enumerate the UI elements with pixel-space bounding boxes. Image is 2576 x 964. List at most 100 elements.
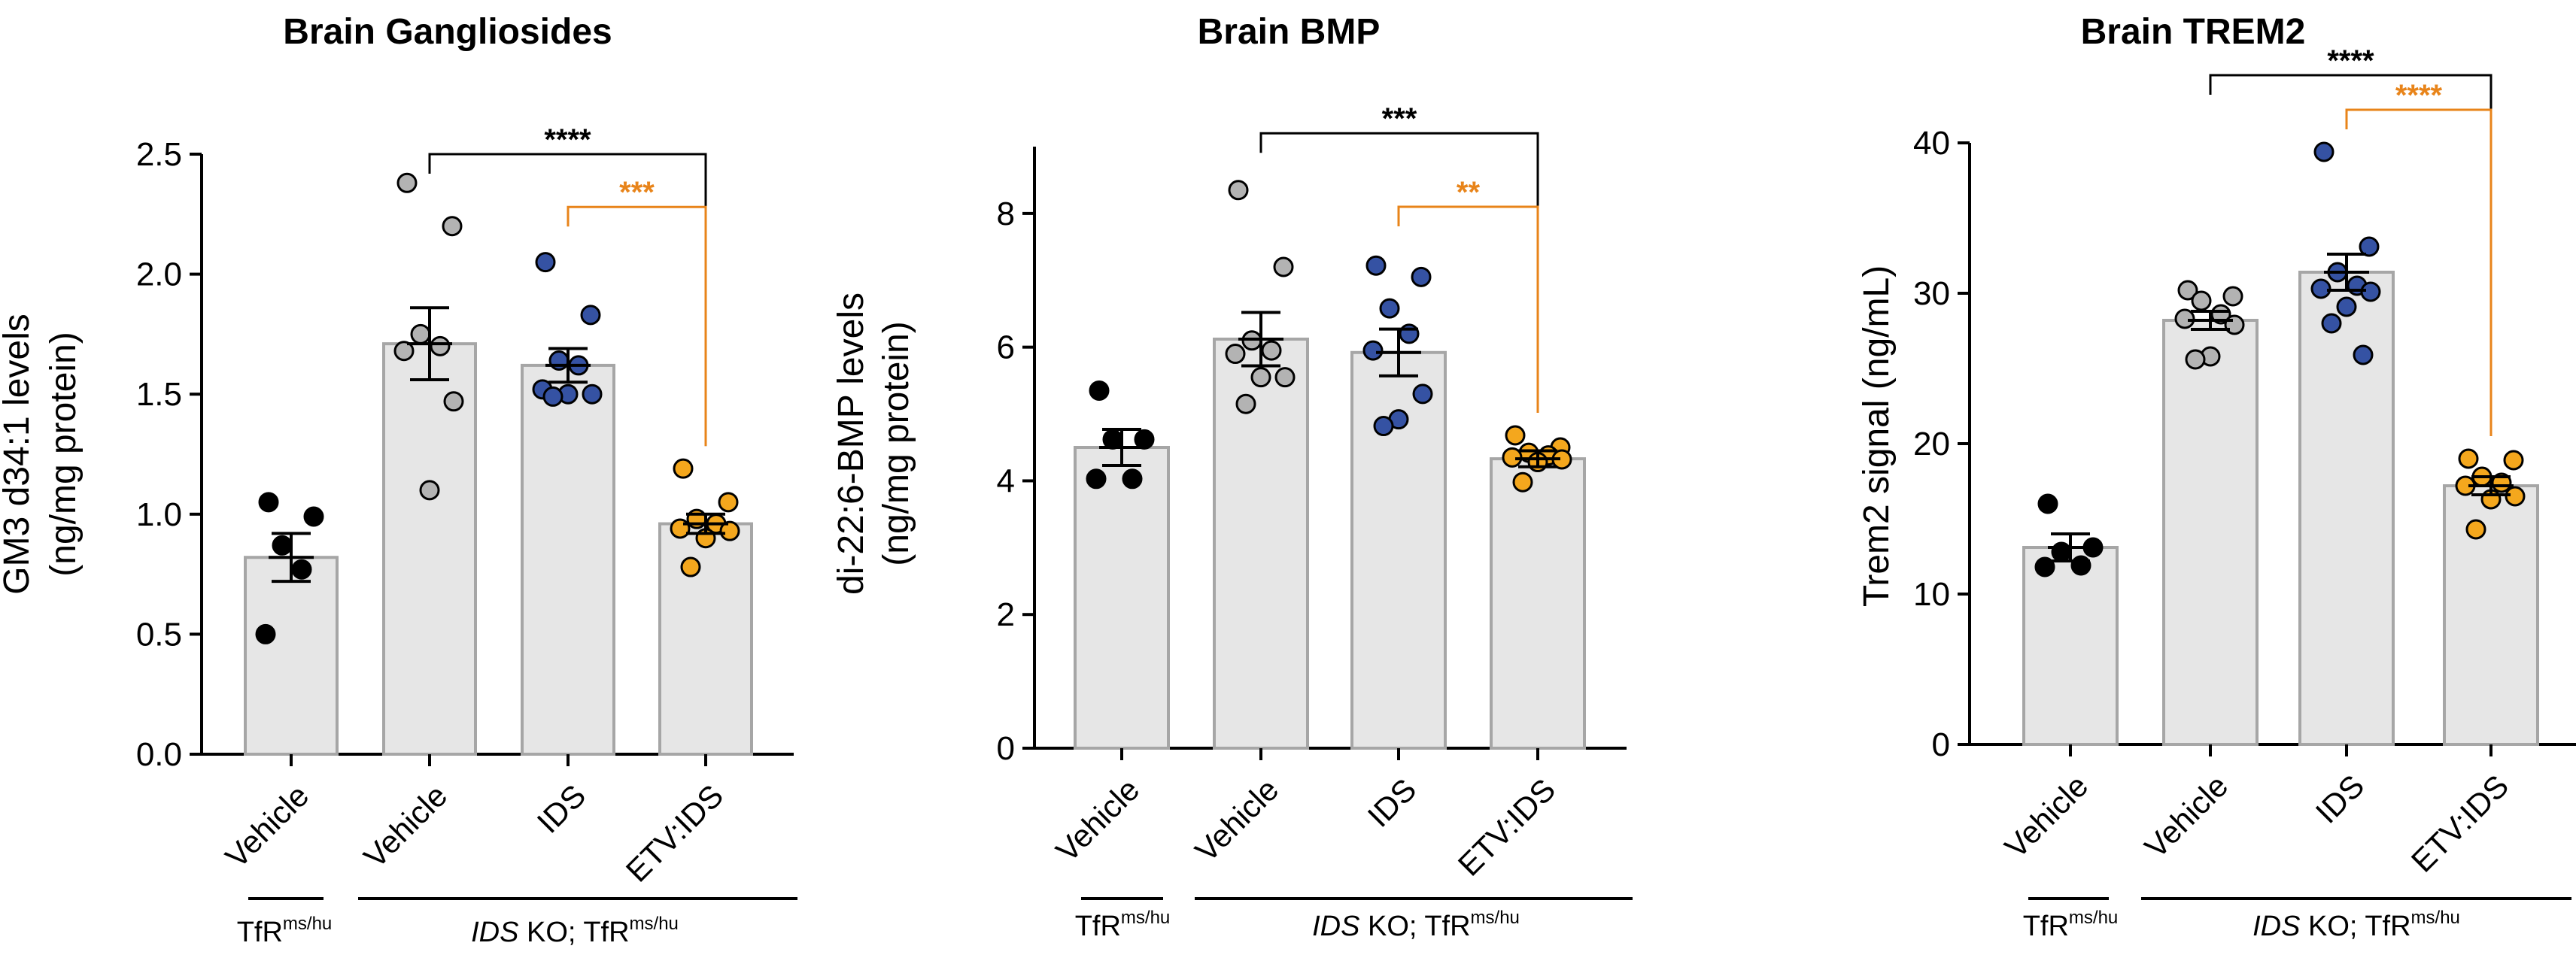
data-point	[2070, 555, 2091, 576]
y-axis-label-units: (ng/mg protein)	[44, 332, 84, 576]
data-point	[410, 323, 431, 344]
category-label: IDS	[2309, 768, 2371, 830]
bar	[2162, 319, 2259, 746]
bar	[382, 342, 477, 756]
data-point	[1274, 367, 1296, 388]
data-point	[1273, 256, 1294, 277]
category-label: Vehicle	[1997, 768, 2095, 865]
category-label: Vehicle	[218, 778, 315, 875]
data-point	[430, 335, 451, 356]
data-point	[1505, 425, 1526, 446]
bar	[2298, 271, 2395, 746]
group-label-tfr: TfRms/hu	[1075, 908, 1171, 942]
data-point	[2177, 280, 2198, 301]
chart-panel: Brain BMP di-22:6-BMP levels (ng/mg protei…	[831, 12, 1633, 942]
category-label: ETV:IDS	[1451, 772, 1563, 883]
group-label-superscript: ms/hu	[630, 914, 679, 934]
significance-label: ***	[1382, 102, 1417, 135]
category-label: Vehicle	[2137, 768, 2234, 865]
y-tick-label: 0	[1932, 726, 1950, 763]
category-label: Vehicle	[1188, 772, 1285, 869]
chart-panel: Brain TREM2 Trem2 signal (ng/mL) 0 10 20 30 40…	[1857, 12, 2576, 942]
data-point	[2503, 450, 2524, 471]
data-point	[1225, 344, 1246, 365]
y-tick-label: 1.0	[136, 496, 182, 533]
data-point	[303, 506, 324, 527]
group-label-text: KO; TfR	[518, 917, 629, 948]
data-point	[680, 556, 701, 577]
bar	[1074, 446, 1170, 750]
y-axis-label-units: (ng/mg protein)	[876, 321, 916, 565]
data-point	[396, 172, 418, 193]
group-label-text: TfR	[237, 917, 283, 948]
group-label-italic: IDS	[471, 917, 518, 948]
bar	[1213, 338, 1309, 750]
y-tick-label: 10	[1913, 576, 1950, 613]
data-point	[2051, 541, 2072, 562]
data-point	[670, 518, 691, 539]
data-point	[2191, 290, 2212, 311]
data-point	[258, 492, 279, 513]
data-point	[1411, 266, 1432, 287]
chart-title: Brain BMP	[1198, 12, 1381, 52]
data-point	[1365, 255, 1387, 276]
significance-label: ****	[544, 123, 591, 156]
group-label-superscript: ms/hu	[1121, 908, 1170, 928]
significance-bracket	[567, 205, 707, 447]
y-axis-label: di-22:6-BMP levels	[831, 293, 871, 595]
significance-label: **	[1457, 176, 1481, 209]
data-point	[2465, 519, 2486, 540]
bar	[2443, 484, 2539, 746]
data-point	[2313, 141, 2334, 162]
data-point	[2185, 349, 2206, 370]
bar	[2022, 546, 2119, 746]
data-point	[1362, 340, 1384, 361]
group-label-text: TfR	[2023, 911, 2069, 942]
group-label-superscript: ms/hu	[283, 914, 332, 934]
chart-title: Brain TREM2	[2081, 12, 2306, 52]
data-point	[673, 458, 694, 479]
y-tick-label: 0.0	[136, 736, 182, 773]
y-tick-label: 2	[997, 596, 1015, 633]
category-label: ETV:IDS	[2404, 768, 2516, 879]
bar	[1490, 457, 1586, 750]
chart-panel: Brain Gangliosides GM3 d34:1 levels (ng/mg…	[0, 12, 797, 948]
group-label-text: KO; TfR	[1359, 911, 1470, 942]
group-label-text: KO; TfR	[2300, 911, 2410, 942]
data-point	[393, 341, 415, 362]
group-label-ids-ko: IDS KO; TfRms/hu	[2252, 908, 2460, 942]
category-label: IDS	[1361, 772, 1423, 834]
y-tick-label: 2.0	[136, 256, 182, 293]
group-label-italic: IDS	[2252, 911, 2300, 942]
data-point	[419, 480, 440, 501]
data-point	[2353, 344, 2374, 365]
group-label-superscript: ms/hu	[2411, 908, 2460, 928]
data-point	[1379, 298, 1400, 319]
group-label-text: TfR	[1075, 911, 1121, 942]
bar	[658, 522, 753, 756]
y-tick-label: 4	[997, 462, 1015, 499]
group-label-superscript: ms/hu	[1471, 908, 1520, 928]
group-label-tfr: TfRms/hu	[2023, 908, 2119, 942]
y-tick-label: 1.5	[136, 376, 182, 413]
group-label-ids-ko: IDS KO; TfRms/hu	[1312, 908, 1520, 942]
significance-label: ****	[2395, 79, 2443, 112]
data-point	[1086, 468, 1107, 490]
group-label-tfr: TfRms/hu	[237, 914, 333, 948]
significance-bracket	[1397, 205, 1539, 413]
data-point	[2224, 314, 2245, 335]
data-point	[2458, 448, 2479, 469]
bar	[244, 556, 339, 756]
data-point	[2034, 556, 2055, 577]
data-point	[1373, 416, 1394, 437]
significance-label: ***	[619, 176, 655, 209]
y-tick-label: 40	[1913, 125, 1950, 162]
data-point	[1261, 340, 1282, 361]
group-label-italic: IDS	[1312, 911, 1359, 942]
data-point	[1122, 468, 1143, 490]
data-point	[255, 623, 276, 644]
group-label-superscript: ms/hu	[2069, 908, 2118, 928]
data-point	[2336, 296, 2357, 317]
data-point	[1512, 471, 1533, 493]
